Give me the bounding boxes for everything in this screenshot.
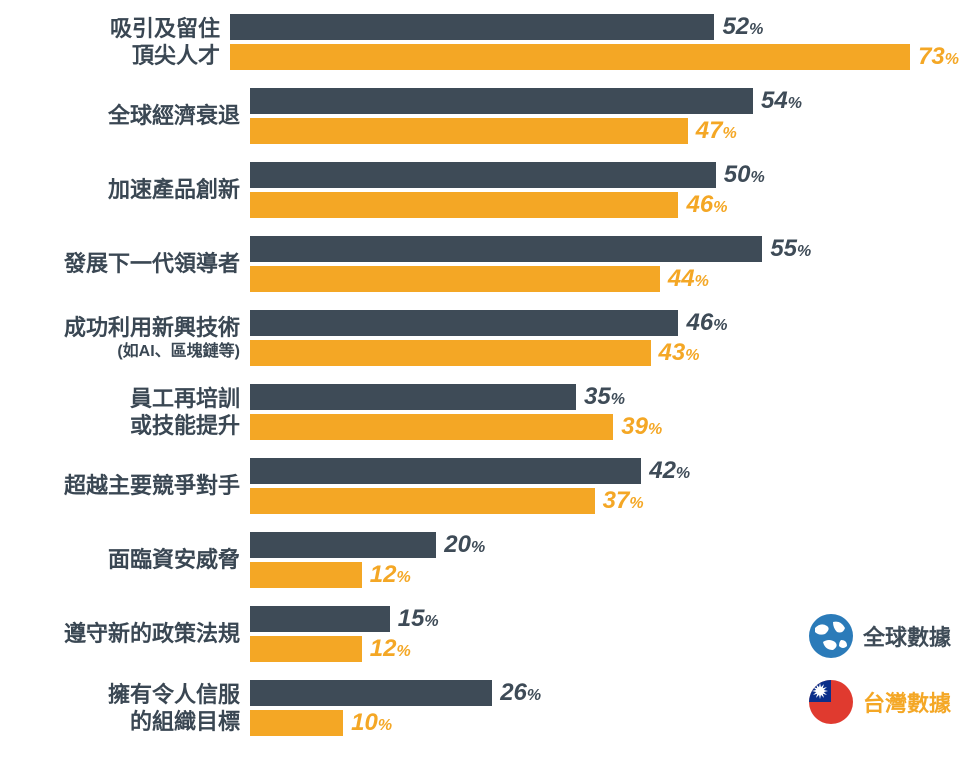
bar-global: [250, 680, 492, 706]
chart-row: 員工再培訓 或技能提升35%39%: [10, 384, 959, 440]
bar-wrap-taiwan: 37%: [250, 488, 959, 514]
value-label-taiwan: 46%: [686, 193, 727, 217]
bar-group: 55% 44%: [250, 236, 959, 292]
legend-label-global: 全球數據: [863, 620, 951, 652]
bar-global: [250, 162, 716, 188]
value-label-global: 46%: [686, 311, 727, 335]
value-label-global: 42%: [649, 459, 690, 483]
value-label-taiwan: 39%: [621, 415, 662, 439]
bar-wrap-taiwan: 39%: [250, 414, 959, 440]
chart-row: 成功利用新興技術(如AI、區塊鏈等)46%43%: [10, 310, 959, 366]
category-label: 全球經濟衰退: [10, 102, 250, 130]
bar-taiwan: [250, 192, 678, 218]
bar-taiwan: [250, 118, 688, 144]
value-label-global: 20%: [444, 533, 485, 557]
value-label-global: 54%: [761, 89, 802, 113]
bar-wrap-global: 46%: [250, 310, 959, 336]
category-label: 員工再培訓 或技能提升: [10, 385, 250, 440]
bar-global: [250, 532, 436, 558]
category-sublabel: (如AI、區塊鏈等): [10, 342, 240, 362]
bar-global: [250, 458, 641, 484]
chart-row: 加速產品創新50%46%: [10, 162, 959, 218]
chart-row: 全球經濟衰退 54% 47%: [10, 88, 959, 144]
value-label-taiwan: 44%: [668, 267, 709, 291]
bar-taiwan: [250, 488, 595, 514]
bar-taiwan: [250, 636, 362, 662]
bar-wrap-taiwan: 73%: [230, 44, 959, 70]
value-label-global: 26%: [500, 681, 541, 705]
value-label-taiwan: 73%: [918, 45, 959, 69]
value-label-global: 15%: [398, 607, 439, 631]
value-label-taiwan: 47%: [696, 119, 737, 143]
bar-wrap-global: 50%: [250, 162, 959, 188]
bar-group: 42%37%: [250, 458, 959, 514]
chart-row: 超越主要競爭對手42%37%: [10, 458, 959, 514]
bar-global: [250, 310, 678, 336]
value-label-global: 50%: [724, 163, 765, 187]
bar-global: [250, 88, 753, 114]
value-label-taiwan: 43%: [659, 341, 700, 365]
bar-taiwan: [250, 414, 613, 440]
bar-taiwan: [250, 710, 343, 736]
category-label: 超越主要競爭對手: [10, 472, 250, 500]
bar-group: 52% 73%: [230, 14, 959, 70]
bar-wrap-global: 54%: [250, 88, 959, 114]
bar-taiwan: [250, 340, 651, 366]
chart-row: 發展下一代領導者 55% 44%: [10, 236, 959, 292]
taiwan-flag-icon: [809, 680, 853, 724]
legend-item-taiwan: 台灣數據: [809, 680, 951, 724]
value-label-global: 55%: [770, 237, 811, 261]
category-label: 面臨資安威脅: [10, 546, 250, 574]
category-label: 成功利用新興技術(如AI、區塊鏈等): [10, 314, 250, 362]
bar-wrap-global: 35%: [250, 384, 959, 410]
bar-global: [250, 384, 576, 410]
bar-global: [250, 236, 762, 262]
bar-wrap-taiwan: 12%: [250, 562, 959, 588]
chart-row: 吸引及留住 頂尖人才 52% 73%: [10, 14, 959, 70]
legend-item-global: 全球數據: [809, 614, 951, 658]
value-label-taiwan: 37%: [603, 489, 644, 513]
bar-group: 54% 47%: [250, 88, 959, 144]
value-label-global: 52%: [722, 15, 763, 39]
category-label: 發展下一代領導者: [10, 250, 250, 278]
value-label-taiwan: 10%: [351, 711, 392, 735]
bar-wrap-global: 52%: [230, 14, 959, 40]
bar-wrap-taiwan: 44%: [250, 266, 959, 292]
bar-global: [250, 606, 390, 632]
bar-wrap-global: 20%: [250, 532, 959, 558]
bar-group: 50%46%: [250, 162, 959, 218]
globe-icon: [809, 614, 853, 658]
legend: 全球數據: [809, 614, 951, 724]
bar-taiwan: [250, 266, 660, 292]
bar-group: 35%39%: [250, 384, 959, 440]
bar-wrap-taiwan: 46%: [250, 192, 959, 218]
bar-wrap-global: 55%: [250, 236, 959, 262]
value-label-global: 35%: [584, 385, 625, 409]
category-label: 遵守新的政策法規: [10, 620, 250, 648]
value-label-taiwan: 12%: [370, 563, 411, 587]
bar-wrap-global: 42%: [250, 458, 959, 484]
category-label: 加速產品創新: [10, 176, 250, 204]
bar-taiwan: [250, 562, 362, 588]
bar-group: 46%43%: [250, 310, 959, 366]
bar-wrap-taiwan: 47%: [250, 118, 959, 144]
category-label: 吸引及留住 頂尖人才: [10, 15, 230, 70]
legend-label-taiwan: 台灣數據: [863, 686, 951, 718]
category-label: 擁有令人信服 的組織目標: [10, 681, 250, 736]
bar-wrap-taiwan: 43%: [250, 340, 959, 366]
bar-global: [230, 14, 714, 40]
chart-row: 面臨資安威脅 20% 12%: [10, 532, 959, 588]
bar-group: 20% 12%: [250, 532, 959, 588]
value-label-taiwan: 12%: [370, 637, 411, 661]
bar-taiwan: [230, 44, 910, 70]
